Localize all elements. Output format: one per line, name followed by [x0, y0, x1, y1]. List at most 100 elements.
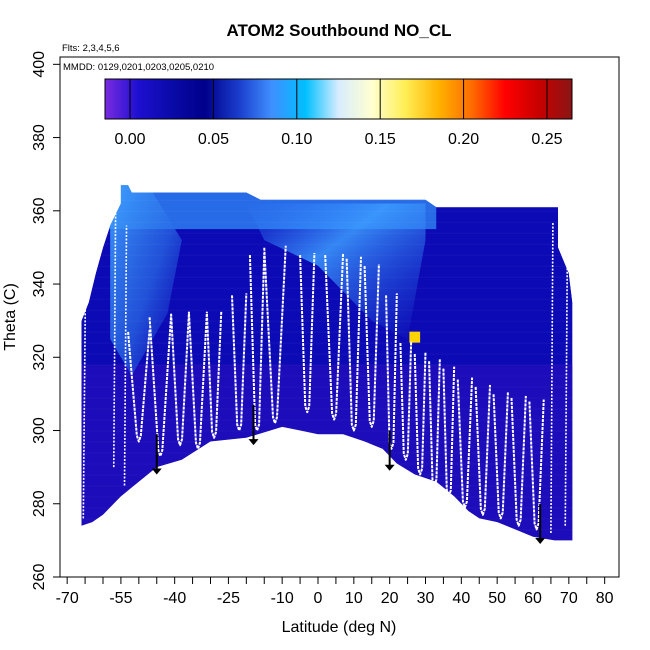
colorbar-bar — [104, 78, 573, 120]
arrow-head — [248, 439, 259, 446]
dates-annotation: MMDD: 0129,0201,0203,0205,0210 — [63, 62, 214, 73]
x-axis: -70 -55 -40 -25 -10 0 10 20 30 40 50 60 70 80 — [56, 577, 614, 607]
edge-profile — [123, 225, 128, 486]
flight-profile — [148, 315, 173, 458]
colorbar-tick-label: 0.15 — [365, 131, 396, 148]
flight-profile — [413, 351, 427, 476]
y-tick-label: 320 — [31, 344, 48, 371]
y-axis-label: Theta (C) — [2, 283, 19, 351]
field-stratum — [81, 485, 573, 487]
flight-profile — [442, 366, 456, 498]
field-lower-layer — [81, 364, 573, 541]
arrow-head — [535, 538, 546, 545]
x-tick-label: 30 — [417, 590, 435, 607]
flight-profile — [188, 311, 208, 450]
colorbar-tick-label: 0.10 — [281, 131, 312, 148]
flight-profile — [299, 253, 316, 414]
field-stratum — [81, 188, 573, 190]
x-tick-label: 40 — [452, 590, 470, 607]
flight-profile — [492, 392, 509, 520]
flights-annotation: Flts: 2,3,4,5,6 — [62, 43, 120, 54]
arrow-head — [384, 464, 395, 471]
y-tick-label: 340 — [31, 271, 48, 298]
heatmap-field — [81, 185, 573, 541]
flight-profile — [474, 384, 491, 516]
field-stratum — [81, 375, 573, 377]
flight-profile — [510, 395, 527, 527]
field-stratum — [81, 419, 573, 421]
field-stratum — [81, 199, 573, 201]
field-stratum — [81, 309, 573, 311]
plot-frame — [59, 56, 620, 578]
field-stratum — [81, 265, 573, 267]
field-stratum — [81, 232, 573, 234]
field-stratum — [81, 221, 573, 223]
field-stratum — [81, 243, 573, 245]
x-tick-label: 80 — [596, 590, 614, 607]
y-tick-label: 380 — [31, 124, 48, 151]
field-stratum — [81, 474, 573, 476]
x-tick-label: -40 — [163, 590, 186, 607]
x-tick-label: 70 — [560, 590, 578, 607]
edge-profile — [112, 192, 117, 468]
field-stratum — [81, 210, 573, 212]
edge-profile — [82, 306, 87, 519]
flight-profile — [399, 340, 413, 461]
edge-profile — [564, 265, 569, 526]
field-stratum — [81, 430, 573, 432]
field-stratum — [81, 342, 573, 344]
y-tick-label: 280 — [31, 490, 48, 517]
x-tick-label: 0 — [314, 590, 323, 607]
arrow-head — [151, 468, 162, 475]
y-tick-label: 300 — [31, 417, 48, 444]
field-stratum — [81, 529, 573, 531]
x-tick-label: -70 — [56, 590, 79, 607]
flight-profile — [385, 293, 398, 450]
y-axis: 260 280 300 320 340 360 380 400 — [31, 51, 60, 590]
flight-profile — [456, 377, 474, 509]
flight-profile — [263, 245, 287, 425]
x-tick-label: -55 — [109, 590, 132, 607]
colorbar-tick-label: 0.00 — [114, 131, 145, 148]
y-tick-label: 260 — [31, 564, 48, 591]
field-hotspot — [409, 331, 421, 343]
flight-profile — [127, 329, 151, 443]
field-southern-plume — [110, 185, 182, 376]
flight-profile — [248, 253, 266, 432]
field-stratum — [81, 397, 573, 399]
arrow-markers — [151, 404, 546, 545]
field-stratum — [81, 353, 573, 355]
colorbar: 0.00 0.05 0.10 0.15 0.20 0.25 — [104, 78, 573, 148]
y-tick-label: 400 — [31, 51, 48, 78]
colorbar-tick-label: 0.05 — [198, 131, 229, 148]
field-stratum — [81, 320, 573, 322]
field-mid-band — [246, 203, 426, 339]
field-stratum — [81, 298, 573, 300]
flight-profiles — [82, 192, 569, 534]
field-stratum — [81, 441, 573, 443]
flight-profile — [324, 253, 345, 421]
flight-profile — [363, 264, 380, 428]
field-stratum — [81, 287, 573, 289]
y-tick-label: 360 — [31, 197, 48, 224]
flight-profile — [205, 311, 223, 439]
field-stratum — [81, 496, 573, 498]
field-stratum — [81, 452, 573, 454]
x-axis-label: Latitude (deg N) — [282, 619, 397, 636]
x-tick-label: 60 — [524, 590, 542, 607]
field-stratum — [81, 331, 573, 333]
flight-profile — [528, 399, 545, 531]
x-tick-label: -10 — [271, 590, 294, 607]
x-tick-label: 20 — [381, 590, 399, 607]
colorbar-tick-label: 0.25 — [531, 131, 562, 148]
x-tick-label: 50 — [488, 590, 506, 607]
field-stratum — [81, 408, 573, 410]
field-stratum — [81, 276, 573, 278]
field-stratum — [81, 386, 573, 388]
x-tick-label: 10 — [345, 590, 363, 607]
flight-profile — [231, 293, 248, 432]
flight-profile — [428, 359, 441, 487]
edge-profile — [550, 221, 554, 534]
flight-profile — [170, 311, 190, 447]
